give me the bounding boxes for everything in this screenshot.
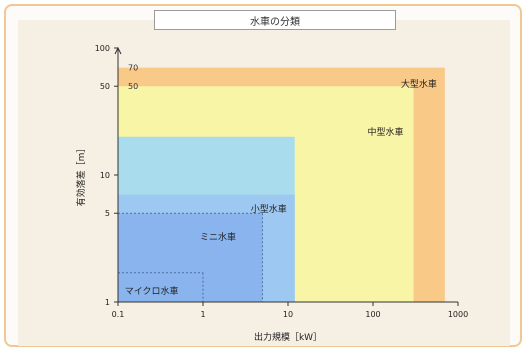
y-tick-label-2: 10	[100, 171, 110, 180]
y-tick-label-3: 5	[105, 209, 110, 218]
chart-title: 水車の分類	[154, 10, 396, 30]
x-tick-label-3: 100	[365, 310, 380, 319]
x-axis-label: 出力規模［kW］	[254, 331, 322, 343]
y-tick-label-4: 1	[105, 298, 110, 307]
region-label-5: マイクロ水車	[125, 285, 179, 297]
x-tick-label-4: 1000	[448, 310, 468, 319]
region-5	[118, 272, 203, 302]
region-layer	[118, 67, 445, 303]
annotation-70: 70	[128, 64, 138, 73]
x-tick-label-0: 0.1	[112, 310, 125, 319]
y-axis-arrow	[114, 46, 122, 55]
region-label-3: 小型水車	[251, 203, 287, 215]
y-axis-label: 有効落差［m］	[75, 144, 87, 207]
y-tick-label-0: 100	[95, 44, 110, 53]
region-label-4: ミニ水車	[200, 231, 236, 243]
region-label-0: 大型水車	[401, 78, 437, 90]
region-label-1: 中型水車	[368, 126, 404, 138]
y-tick-label-1: 50	[100, 82, 110, 91]
x-tick-label-2: 10	[283, 310, 293, 319]
x-tick-label-1: 1	[200, 310, 205, 319]
annotation-50: 50	[128, 82, 138, 91]
